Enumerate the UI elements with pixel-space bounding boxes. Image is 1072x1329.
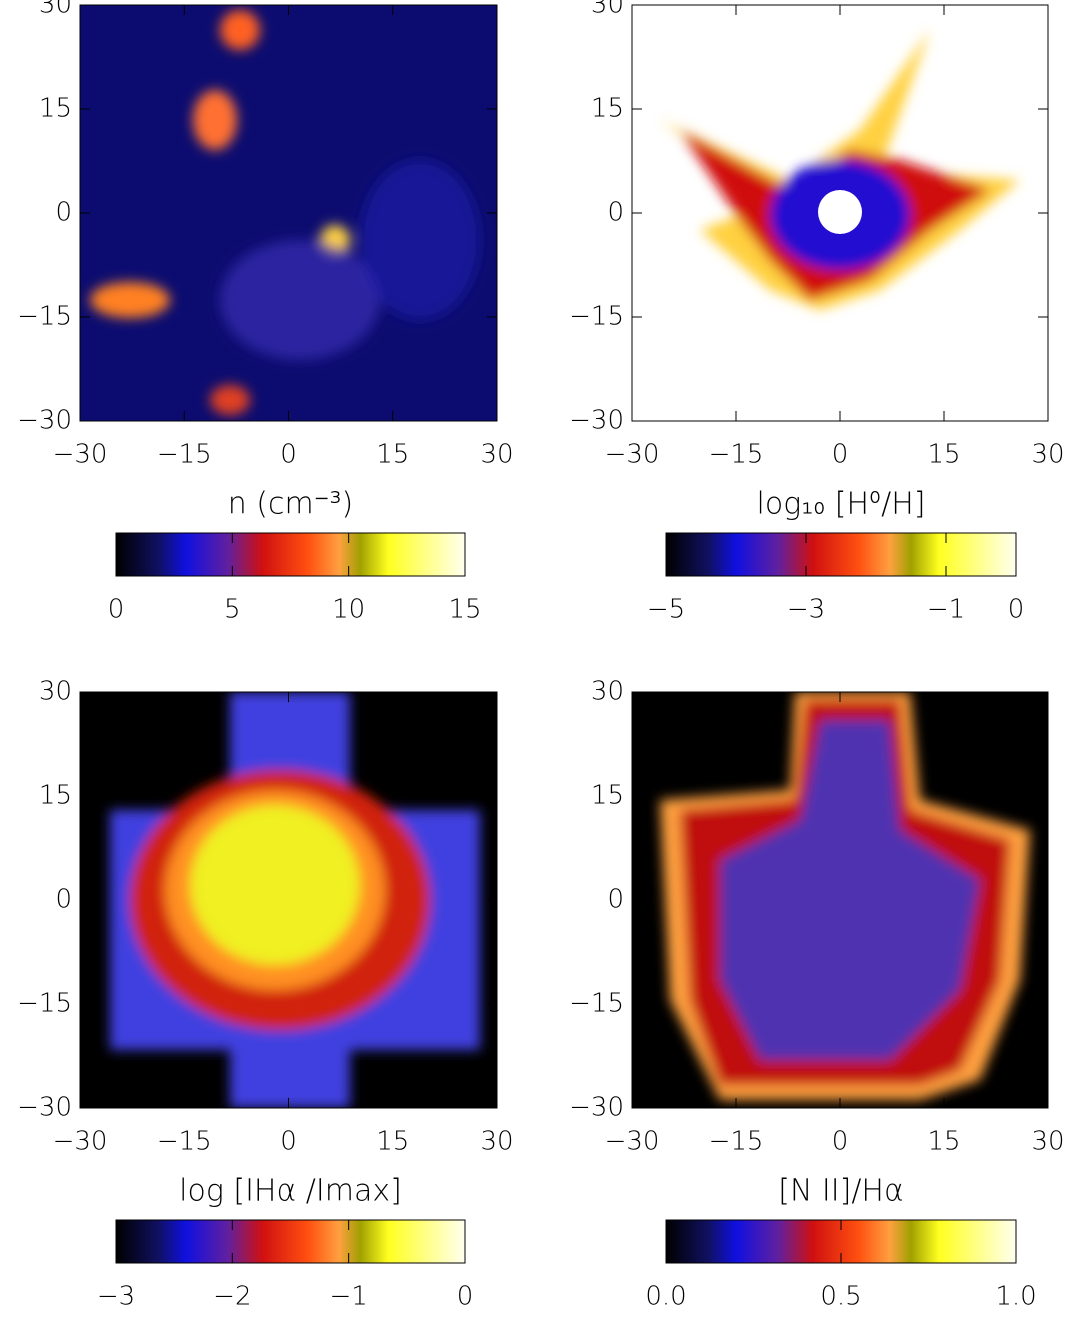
y-tick-label: 30: [591, 0, 624, 20]
x-tick-label: −30: [605, 440, 660, 470]
x-tick-label: 15: [927, 1127, 960, 1157]
x-tick-label: −15: [157, 1127, 212, 1157]
x-tick-label: 15: [376, 440, 409, 470]
colorbar-tick-label: 10: [332, 595, 365, 625]
y-tick-label: 0: [607, 198, 624, 228]
colorbar-tick-label: −1: [927, 595, 965, 625]
x-tick-label: 0: [832, 1127, 849, 1157]
y-tick-label: 30: [39, 0, 72, 20]
y-tick-label: −15: [569, 989, 624, 1019]
colorbar-label: n (cm⁻³): [228, 487, 354, 522]
x-tick-label: 30: [1031, 440, 1064, 470]
y-tick-label: 15: [591, 781, 624, 811]
colorbar-tick-label: 0: [1008, 595, 1025, 625]
colorbar-tick-label: −3: [787, 595, 825, 625]
x-tick-label: 0: [280, 1127, 297, 1157]
y-tick-label: −30: [17, 406, 72, 436]
colorbar-tick-label: 0.0: [645, 1282, 686, 1312]
colorbar-tick-label: −1: [330, 1282, 368, 1312]
y-tick-label: 30: [39, 677, 72, 707]
y-tick-label: −15: [17, 989, 72, 1019]
x-tick-label: 15: [927, 440, 960, 470]
colorbar-tick-label: 15: [448, 595, 481, 625]
colorbar-label: log [IHα /Imax]: [179, 1174, 402, 1209]
y-tick-label: −15: [17, 302, 72, 332]
colorbar-tick-label: −5: [647, 595, 685, 625]
colorbar-tick-label: −3: [97, 1282, 135, 1312]
y-tick-label: −30: [569, 406, 624, 436]
x-tick-label: −15: [709, 440, 764, 470]
x-tick-label: −15: [157, 440, 212, 470]
y-tick-label: 15: [39, 781, 72, 811]
colorbar-tick-label: 0: [457, 1282, 474, 1312]
colorbar-tick-label: −2: [213, 1282, 251, 1312]
x-tick-label: −30: [53, 1127, 108, 1157]
colorbar: [665, 532, 1017, 577]
x-tick-label: 30: [480, 440, 513, 470]
y-tick-label: −30: [569, 1093, 624, 1123]
image: [80, 5, 497, 421]
x-tick-label: 0: [832, 440, 849, 470]
colorbar-label: [N II]/Hα: [778, 1174, 904, 1209]
x-tick-label: 30: [1031, 1127, 1064, 1157]
y-tick-label: −15: [569, 302, 624, 332]
x-tick-label: −30: [605, 1127, 660, 1157]
y-tick-label: 15: [39, 94, 72, 124]
y-tick-label: 30: [591, 677, 624, 707]
colorbar-tick-label: 0.5: [820, 1282, 861, 1312]
colorbar-tick-label: 1.0: [995, 1282, 1036, 1312]
x-tick-label: 0: [280, 440, 297, 470]
y-tick-label: 15: [591, 94, 624, 124]
y-tick-label: 0: [55, 198, 72, 228]
x-tick-label: −15: [709, 1127, 764, 1157]
colorbar: [115, 1219, 466, 1264]
image: [632, 692, 1048, 1108]
colorbar-label: log₁₀ [H⁰/H]: [757, 487, 926, 522]
x-tick-label: −30: [53, 440, 108, 470]
colorbar-tick-label: 5: [224, 595, 241, 625]
y-tick-label: 0: [55, 885, 72, 915]
y-tick-label: −30: [17, 1093, 72, 1123]
colorbar-tick-label: 0: [108, 595, 125, 625]
image: [632, 5, 1048, 421]
image: [80, 692, 497, 1108]
x-tick-label: 30: [480, 1127, 513, 1157]
x-tick-label: 15: [376, 1127, 409, 1157]
colorbar: [115, 532, 466, 577]
y-tick-label: 0: [607, 885, 624, 915]
